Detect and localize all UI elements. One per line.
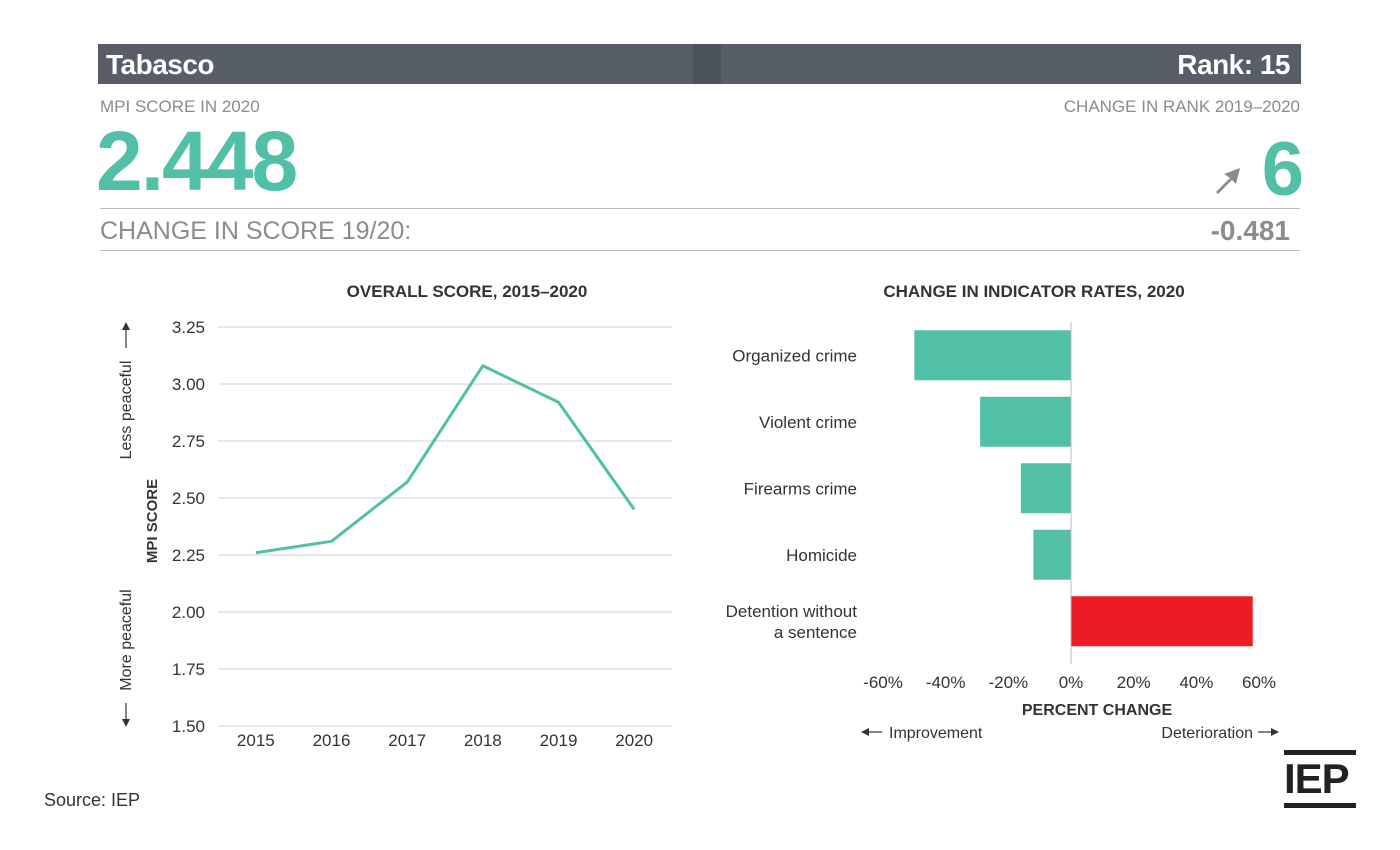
rank-change-value: 6 (1261, 127, 1304, 212)
bar-chart-x-ticks: -60% -40% -20% 0% 20% 40% 60% (863, 673, 1276, 692)
bar-2 (1020, 463, 1071, 514)
more-peaceful-label: More peaceful (118, 589, 135, 690)
x-tick-label: 2016 (313, 731, 351, 750)
category-label: Violent crime (759, 413, 857, 432)
arrow-up-head (122, 322, 130, 330)
score-change-label: CHANGE IN SCORE 19/20: (100, 217, 412, 245)
x-tick-label: 0% (1059, 673, 1084, 692)
x-tick-label: -20% (988, 673, 1028, 692)
y-tick-label: 2.50 (172, 489, 205, 508)
y-tick-label: 2.25 (172, 546, 205, 565)
improvement-indicator: Improvement (861, 725, 983, 742)
divider (100, 208, 1300, 209)
x-tick-label: 40% (1179, 673, 1213, 692)
arrow-up-right-icon (1216, 168, 1240, 194)
y-tick-label: 1.50 (172, 717, 205, 736)
line-chart-title: OVERALL SCORE, 2015–2020 (346, 282, 588, 301)
bar-chart-title: CHANGE IN INDICATOR RATES, 2020 (883, 282, 1185, 301)
category-label: Homicide (786, 546, 857, 565)
bar-4 (1071, 596, 1253, 647)
x-tick-label: 2017 (388, 731, 426, 750)
header-notch (693, 44, 721, 84)
less-peaceful-label: Less peaceful (118, 361, 135, 460)
y-tick-label: 1.75 (172, 660, 205, 679)
category-label: Detention without (726, 602, 858, 621)
iep-logo: IEP (1284, 750, 1356, 808)
divider (100, 250, 1300, 251)
line-chart-x-ticks: 2015 2016 2017 2018 2019 2020 (237, 731, 653, 750)
bar-chart-categories: Organized crime Violent crime Firearms cri… (726, 346, 858, 642)
improvement-label: Improvement (889, 725, 983, 742)
y-tick-label: 3.25 (172, 318, 205, 337)
deterioration-indicator: Deterioration (1161, 725, 1279, 742)
less-peaceful-indicator: Less peaceful (118, 322, 135, 459)
logo-rule (1284, 750, 1356, 755)
mpi-score-label: MPI SCORE IN 2020 (100, 97, 260, 116)
bar-0 (914, 330, 1071, 381)
x-tick-label: 2019 (540, 731, 578, 750)
line-chart-grid (218, 326, 672, 727)
arrow-right-icon (1271, 728, 1279, 736)
mpi-score-value: 2.448 (96, 114, 298, 208)
y-tick-label: 3.00 (172, 375, 205, 394)
x-tick-label: -60% (863, 673, 903, 692)
x-tick-label: 2018 (464, 731, 502, 750)
more-peaceful-indicator: More peaceful (118, 589, 135, 727)
arrow-down-head (122, 719, 130, 727)
x-tick-label: 2020 (615, 731, 653, 750)
bar-1 (980, 396, 1071, 447)
x-tick-label: 60% (1242, 673, 1276, 692)
logo-text: IEP (1284, 755, 1350, 802)
rank-change-label: CHANGE IN RANK 2019–2020 (1063, 97, 1300, 116)
x-tick-label: 20% (1117, 673, 1151, 692)
bar-chart-bars (914, 330, 1253, 647)
arrow-left-icon (861, 728, 869, 736)
y-tick-label: 2.00 (172, 603, 205, 622)
line-chart-y-ticks: 3.25 3.00 2.75 2.50 2.25 2.00 1.75 1.50 (172, 318, 205, 736)
x-tick-label: -40% (926, 673, 966, 692)
rank-label: Rank: 15 (1177, 49, 1290, 80)
category-label: Firearms crime (744, 479, 857, 498)
bar-3 (1033, 529, 1071, 580)
state-name: Tabasco (106, 49, 215, 80)
source-note: Source: IEP (44, 790, 141, 810)
logo-rule (1284, 803, 1356, 808)
y-axis-label: MPI SCORE (144, 479, 161, 563)
category-label: a sentence (774, 623, 857, 642)
bar-chart: Organized crime Violent crime Firearms cri… (726, 322, 1279, 742)
x-tick-label: 2015 (237, 731, 275, 750)
y-tick-label: 2.75 (172, 432, 205, 451)
score-change-value: -0.481 (1210, 215, 1290, 246)
category-label: Organized crime (732, 346, 857, 365)
line-series (255, 364, 636, 555)
line-chart: 3.253.002.752.502.252.001.751.50 2015 201… (118, 318, 672, 750)
x-axis-label: PERCENT CHANGE (1022, 702, 1173, 719)
deterioration-label: Deterioration (1161, 725, 1253, 742)
